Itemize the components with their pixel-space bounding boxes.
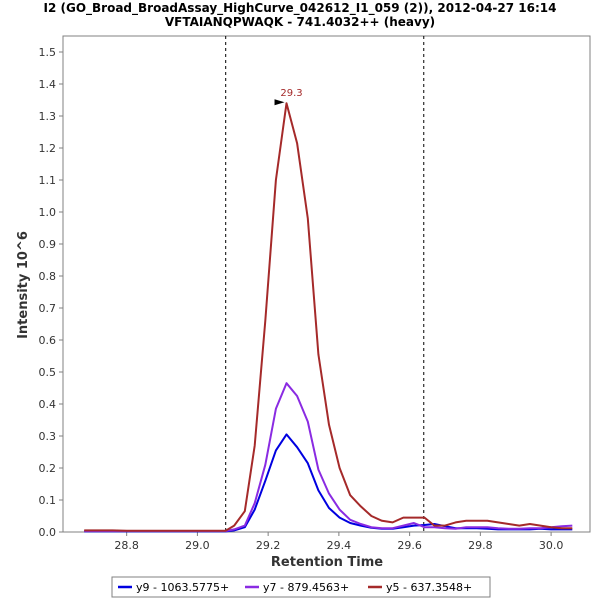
series-lines <box>84 102 573 533</box>
x-tick-label: 28.8 <box>114 539 139 552</box>
y-tick-label: 1.0 <box>39 206 57 219</box>
x-tick-label: 29.2 <box>256 539 281 552</box>
x-tick-label: 29.0 <box>185 539 210 552</box>
y-tick-label: 0.5 <box>39 366 57 379</box>
peak-arrow <box>274 99 285 106</box>
x-tick-label: 29.6 <box>397 539 422 552</box>
y-tick-label: 0.8 <box>39 270 57 283</box>
y-tick-label: 1.2 <box>39 142 57 155</box>
series-line <box>84 102 573 532</box>
legend-item: y7 - 879.4563+ <box>263 581 349 594</box>
peak-annotation: 29.3 <box>274 88 303 106</box>
series-line <box>84 433 573 533</box>
chart-title: I2 (GO_Broad_BroadAssay_HighCurve_042612… <box>44 1 557 16</box>
legend-item: y9 - 1063.5775+ <box>136 581 229 594</box>
y-tick-label: 0.6 <box>39 334 57 347</box>
y-tick-label: 0.9 <box>39 238 57 251</box>
x-axis-label: Retention Time <box>271 555 383 570</box>
y-tick-label: 0.3 <box>39 430 57 443</box>
x-tick-label: 30.0 <box>539 539 564 552</box>
y-axis: 0.0 0.1 0.2 0.3 0.4 0.5 0.6 0.7 0.8 0.9 1.0 1.1 1.2 1… <box>39 46 63 539</box>
y-tick-label: 1.3 <box>39 110 57 123</box>
peak-label: 29.3 <box>280 88 302 99</box>
y-axis-label: Intensity 10^6 <box>16 231 31 339</box>
y-tick-label: 1.1 <box>39 174 57 187</box>
series-line <box>84 382 573 532</box>
boundary-lines <box>225 36 425 532</box>
plot-border <box>62 35 591 533</box>
x-tick-label: 29.8 <box>468 539 493 552</box>
legend-item: y5 - 637.3548+ <box>386 581 472 594</box>
y-tick-label: 0.4 <box>39 398 57 411</box>
y-tick-label: 0.0 <box>39 526 57 539</box>
chart-subtitle: VFTAIANQPWAQK - 741.4032++ (heavy) <box>165 15 435 29</box>
y-tick-label: 1.5 <box>39 46 57 59</box>
y-tick-label: 0.7 <box>39 302 57 315</box>
legend: y9 - 1063.5775+ y7 - 879.4563+ y5 - 637.35… <box>111 576 491 598</box>
y-tick-label: 0.2 <box>39 462 57 475</box>
plot-area <box>62 35 591 533</box>
y-tick-label: 1.4 <box>39 78 57 91</box>
y-tick-label: 0.1 <box>39 494 57 507</box>
x-tick-label: 29.4 <box>327 539 352 552</box>
legend-box <box>111 576 491 598</box>
x-axis: 28.8 29.0 29.2 29.4 29.6 29.8 30.0 <box>114 532 563 552</box>
